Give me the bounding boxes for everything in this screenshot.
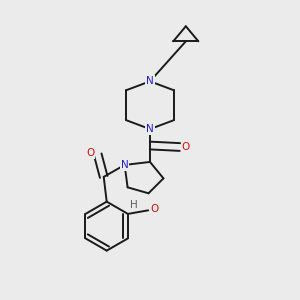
Text: H: H <box>130 200 138 210</box>
Text: N: N <box>121 160 128 170</box>
Text: N: N <box>146 76 154 86</box>
Text: N: N <box>146 124 154 134</box>
Text: O: O <box>182 142 190 152</box>
Text: O: O <box>151 204 159 214</box>
Text: O: O <box>86 148 94 158</box>
